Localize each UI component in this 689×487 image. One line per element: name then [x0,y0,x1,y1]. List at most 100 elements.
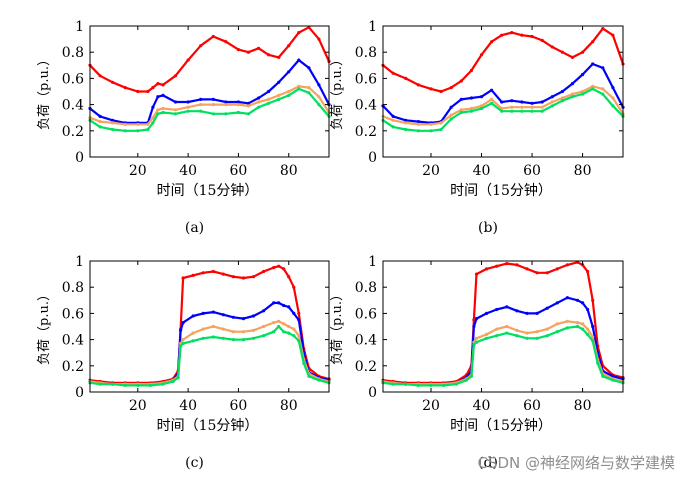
point-orange-a [246,104,251,108]
series-line-orange-a [89,85,330,126]
point-red-c [297,311,301,315]
point-orange-c [201,327,205,331]
point-blue-b [449,105,453,109]
point-blue-b [581,72,585,77]
x-tick-label-a: 20 [129,163,147,179]
point-red-a [277,55,281,60]
point-orange-b [570,92,575,96]
point-red-a [211,34,215,39]
point-red-c [251,275,256,279]
point-blue-d [515,309,519,313]
series-line-red-c [89,265,330,384]
point-orange-c [282,322,286,326]
point-blue-b [459,97,463,101]
point-orange-d [505,324,509,329]
point-green-a [123,129,127,133]
point-orange-a [287,89,291,94]
point-orange-b [490,97,494,101]
point-red-a [173,74,178,78]
point-green-c [179,344,183,348]
series-line-green-d [382,325,624,387]
x-axis-label-c: 时间（15分钟） [157,417,259,434]
point-green-d [545,334,549,338]
point-blue-d [581,301,585,305]
point-red-b [459,79,463,83]
point-green-a [111,127,115,132]
point-green-c [221,336,225,340]
x-axis-label-a: 时间（15分钟） [157,182,259,199]
point-green-a [317,103,321,107]
point-blue-a [287,70,291,74]
point-green-d [416,383,420,387]
point-orange-c [181,338,185,342]
point-green-a [136,129,140,133]
point-green-c [211,335,215,339]
point-blue-b [550,95,554,99]
point-red-c [287,275,291,279]
point-green-c [292,334,296,338]
point-red-c [231,275,235,279]
x-tick-label-b: 20 [422,163,440,179]
point-orange-a [267,97,271,101]
series-line-green-b [382,87,624,132]
point-green-b [581,92,585,96]
point-blue-c [272,301,276,305]
point-red-b [479,53,484,57]
x-tick-label-d: 40 [473,398,491,414]
point-blue-b [500,100,504,104]
point-red-c [221,272,225,276]
axes-frame-d [382,260,624,393]
point-green-b [391,125,395,129]
point-red-b [611,33,615,37]
point-green-b [416,129,420,133]
point-orange-a [307,86,311,90]
watermark-text: CSDN @神经网络与数学建模 [477,454,675,472]
x-tick-label-c: 40 [179,398,197,414]
series-line-red-a [89,26,331,93]
point-red-b [510,30,514,35]
series-line-orange-d [382,320,624,386]
point-green-a [277,97,281,101]
panel-label-c: (c) [185,455,204,471]
point-green-b [550,104,554,108]
point-green-d [586,332,590,336]
series-line-red-b [382,27,625,93]
point-red-c [292,285,296,289]
point-green-a [236,110,240,115]
point-red-d [525,267,529,271]
point-blue-b [520,100,524,104]
point-green-c [317,378,321,382]
point-green-b [530,109,534,113]
point-green-c [297,339,301,343]
point-orange-c [272,321,276,325]
y-tick-label-d: 0.6 [355,306,377,322]
point-red-b [469,68,473,73]
point-orange-c [292,327,296,331]
point-orange-a [211,103,215,107]
x-axis-label-d: 时间（15分钟） [450,417,552,434]
point-blue-c [277,301,281,305]
point-orange-a [173,108,178,112]
point-red-b [439,89,443,94]
point-red-a [146,89,150,94]
point-green-c [307,374,311,378]
point-green-d [611,378,615,382]
point-green-b [601,92,605,96]
point-orange-a [151,116,155,120]
point-red-c [262,269,266,274]
point-orange-d [565,319,570,323]
point-green-a [257,105,261,109]
point-blue-a [173,100,178,104]
point-red-c [211,269,215,274]
point-orange-d [495,327,499,331]
x-tick-label-a: 60 [230,163,248,179]
point-orange-b [416,122,420,126]
point-blue-d [591,324,595,329]
point-blue-b [570,82,575,86]
point-orange-a [136,122,140,126]
point-orange-d [535,330,539,334]
y-tick-label-b: 0.2 [355,124,377,140]
point-blue-d [565,296,570,300]
point-green-d [575,324,580,329]
point-blue-a [257,96,261,100]
